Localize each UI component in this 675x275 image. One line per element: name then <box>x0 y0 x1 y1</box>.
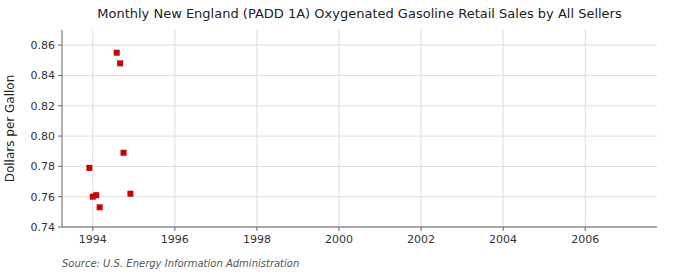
y-grid-line <box>62 75 657 76</box>
grid <box>62 30 657 227</box>
y-tick-label: 0.74 <box>31 221 56 234</box>
axes: 0.74 0.76 0.78 0.80 0.82 0.84 0.86 1994 1996 1998… <box>31 30 658 246</box>
x-grid-line <box>421 30 422 227</box>
x-tick-label: 2006 <box>571 233 599 246</box>
y-tick <box>58 45 62 46</box>
x-tick <box>92 227 93 231</box>
point <box>117 60 123 66</box>
y-tick <box>58 75 62 76</box>
chart-svg: Monthly New England (PADD 1A) Oxygenated… <box>0 0 675 275</box>
y-tick-label: 0.80 <box>31 130 56 143</box>
x-tick-label: 2004 <box>489 233 517 246</box>
y-axis-label: Dollars per Gallon <box>3 75 17 183</box>
chart-container: Monthly New England (PADD 1A) Oxygenated… <box>0 0 675 275</box>
point <box>97 204 103 210</box>
points <box>86 50 133 211</box>
y-grid-line <box>62 136 657 137</box>
y-grid-line <box>62 166 657 167</box>
x-tick-label: 2002 <box>407 233 435 246</box>
x-tick-label: 2000 <box>325 233 353 246</box>
x-tick <box>338 227 339 231</box>
x-axis-line <box>62 227 657 228</box>
y-tick-label: 0.84 <box>31 69 56 82</box>
y-tick-label: 0.76 <box>31 191 56 204</box>
point <box>86 165 92 171</box>
x-tick <box>421 227 422 231</box>
y-tick <box>58 166 62 167</box>
x-grid-line <box>585 30 586 227</box>
y-grid-line <box>62 45 657 46</box>
x-grid-line <box>174 30 175 227</box>
x-tick-label: 1998 <box>243 233 271 246</box>
point <box>127 191 133 197</box>
x-grid-line <box>338 30 339 227</box>
point <box>121 150 127 156</box>
y-tick <box>58 227 62 228</box>
x-tick <box>174 227 175 231</box>
y-grid-line <box>62 227 657 228</box>
point <box>114 50 120 56</box>
source: Source: U.S. Energy Information Administ… <box>62 258 299 269</box>
y-tick-label: 0.86 <box>31 39 56 52</box>
y-tick-label: 0.82 <box>31 100 56 113</box>
x-tick <box>256 227 257 231</box>
y-tick-label: 0.78 <box>31 160 56 173</box>
y-tick <box>58 136 62 137</box>
x-tick <box>585 227 586 231</box>
x-tick-label: 1994 <box>79 233 107 246</box>
x-grid-line <box>503 30 504 227</box>
x-tick-label: 1996 <box>161 233 189 246</box>
x-tick <box>503 227 504 231</box>
y-tick <box>58 105 62 106</box>
point <box>93 192 99 198</box>
x-grid-line <box>256 30 257 227</box>
title: Monthly New England (PADD 1A) Oxygenated… <box>97 6 622 21</box>
y-grid-line <box>62 105 657 106</box>
y-axis-line <box>62 30 63 227</box>
y-grid-line <box>62 196 657 197</box>
y-tick <box>58 196 62 197</box>
